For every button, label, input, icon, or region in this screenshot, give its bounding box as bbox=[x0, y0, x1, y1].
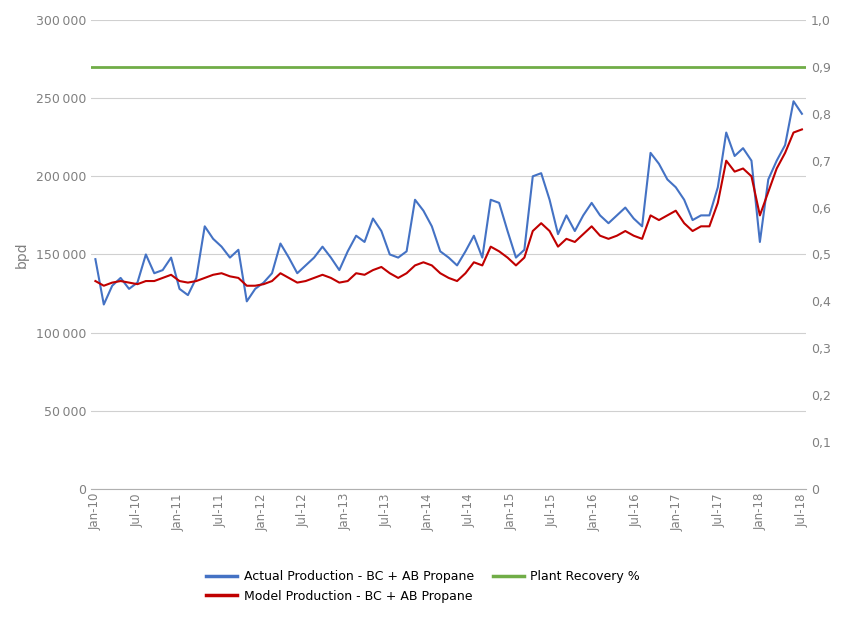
Legend: Actual Production - BC + AB Propane, Model Production - BC + AB Propane, Plant R: Actual Production - BC + AB Propane, Mod… bbox=[201, 565, 645, 608]
Y-axis label: bpd: bpd bbox=[15, 241, 29, 268]
